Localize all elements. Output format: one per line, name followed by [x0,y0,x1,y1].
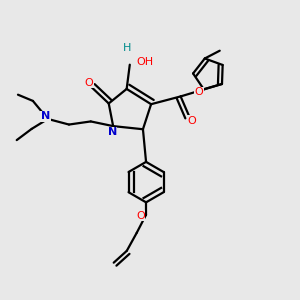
Text: H: H [122,43,131,52]
Text: N: N [41,112,50,122]
Text: OH: OH [136,57,154,67]
Text: N: N [108,127,117,137]
Text: O: O [136,211,145,221]
Text: O: O [188,116,196,126]
Text: O: O [85,78,94,88]
Text: O: O [195,87,203,97]
